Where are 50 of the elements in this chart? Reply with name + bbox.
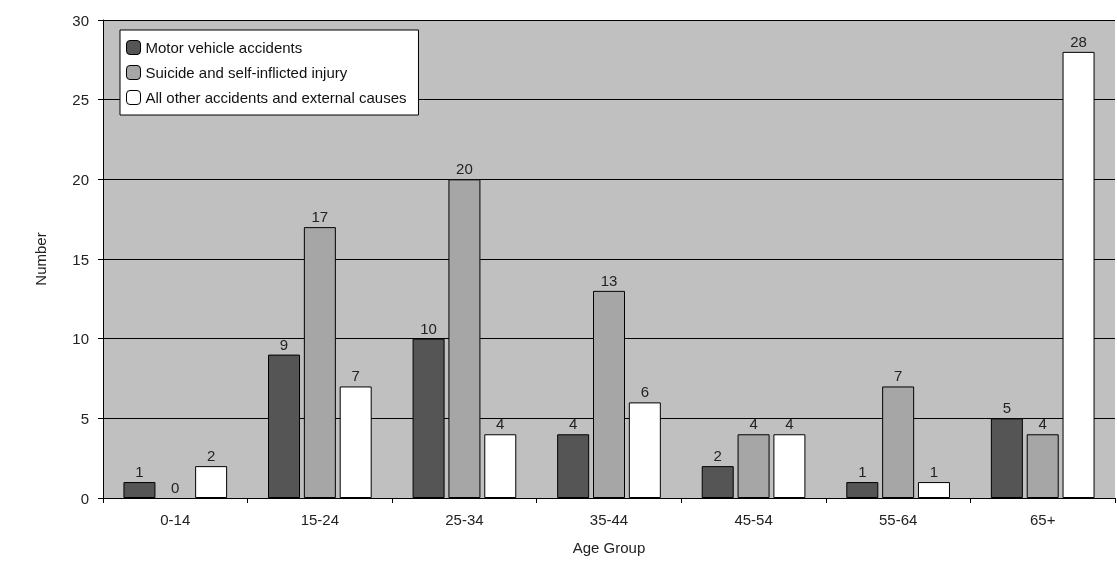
data-label: 2 xyxy=(713,447,722,465)
bar xyxy=(123,482,156,498)
bar xyxy=(917,482,950,498)
data-label: 4 xyxy=(496,415,505,433)
legend-label: Motor vehicle accidents xyxy=(145,39,303,56)
x-tick-label: 25-34 xyxy=(445,511,484,528)
y-tick-label: 10 xyxy=(72,330,89,348)
bar xyxy=(846,482,879,498)
data-label: 28 xyxy=(1070,32,1087,50)
data-label: 5 xyxy=(1002,399,1012,417)
y-tick-label: 20 xyxy=(72,170,89,188)
bar xyxy=(773,434,806,498)
data-label: 6 xyxy=(640,383,650,401)
x-tick-label: 65+ xyxy=(1029,511,1056,528)
data-label: 13 xyxy=(600,271,618,289)
bar xyxy=(737,434,770,498)
data-label: 10 xyxy=(420,319,437,337)
data-label: 7 xyxy=(351,367,360,385)
data-label: 2 xyxy=(206,447,216,465)
y-tick-label: 25 xyxy=(72,91,89,109)
bar xyxy=(195,466,228,498)
data-label: 4 xyxy=(1038,415,1047,433)
x-tick-label: 45-54 xyxy=(734,511,773,528)
bar xyxy=(701,466,734,498)
data-label: 9 xyxy=(279,335,289,353)
x-tick-label: 0-14 xyxy=(160,511,191,528)
bar xyxy=(557,434,590,498)
data-label: 4 xyxy=(749,415,758,433)
legend-label: All other accidents and external causes xyxy=(145,89,407,106)
y-axis-title: Number xyxy=(32,232,49,286)
x-tick-label: 35-44 xyxy=(589,511,629,528)
data-label: 0 xyxy=(171,479,180,496)
y-tick-label: 5 xyxy=(80,409,89,427)
data-label: 4 xyxy=(785,415,794,433)
data-label: 1 xyxy=(135,463,144,481)
x-tick-label: 55-64 xyxy=(878,511,918,528)
x-axis-title: Age Group xyxy=(572,539,646,556)
bar xyxy=(484,434,517,498)
y-tick-label: 0 xyxy=(80,489,89,507)
data-label: 17 xyxy=(311,208,329,226)
data-label: 1 xyxy=(929,463,939,481)
y-tick-label: 30 xyxy=(72,11,89,29)
bar xyxy=(1026,434,1059,498)
x-tick-label: 15-24 xyxy=(300,511,340,528)
legend-label: Suicide and self-inflicted injury xyxy=(145,64,348,81)
data-label: 4 xyxy=(568,415,578,433)
data-label: 7 xyxy=(893,367,903,385)
data-label: 20 xyxy=(456,160,473,178)
data-label: 1 xyxy=(858,463,867,481)
y-tick-label: 15 xyxy=(72,250,89,268)
